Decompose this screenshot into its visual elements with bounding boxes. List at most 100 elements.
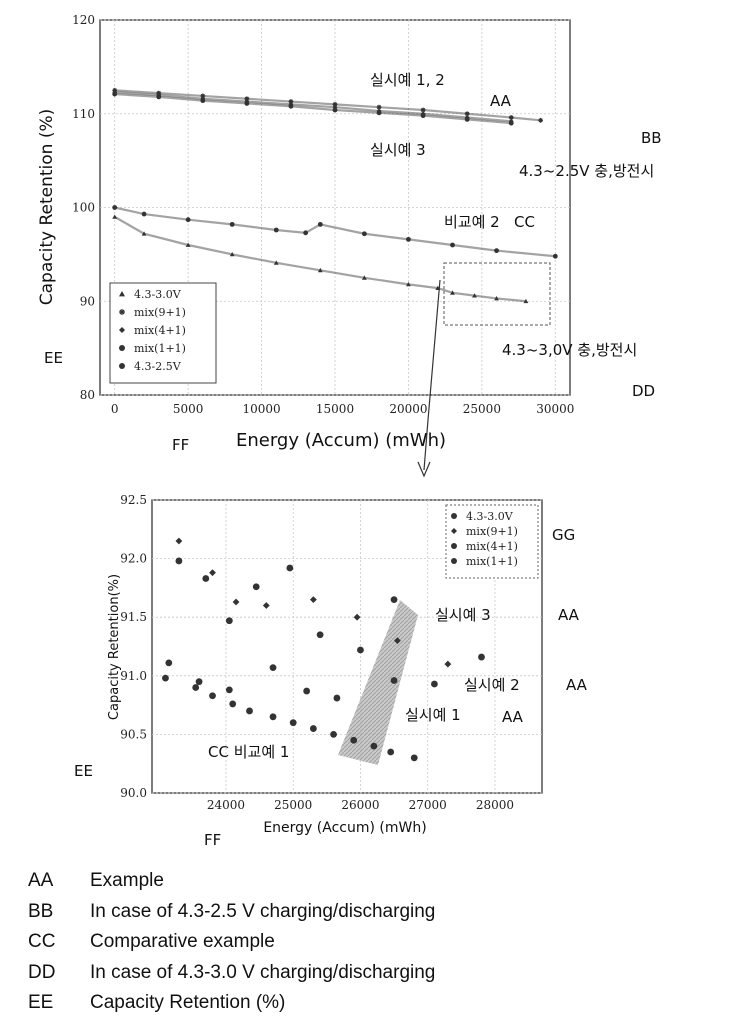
top-data-point	[317, 221, 323, 227]
bottom-legend-marker	[451, 513, 457, 519]
bottom-data-point	[162, 674, 169, 682]
top-data-point	[244, 101, 250, 106]
bottom-data-point	[478, 653, 485, 661]
annotation-bottom-example-3: 실시예 3	[435, 606, 491, 624]
bottom-data-point	[246, 707, 253, 715]
bottom-data-point	[333, 694, 341, 702]
bottom-data-point	[390, 596, 398, 604]
bottom-data-point	[195, 678, 203, 686]
top-data-point	[450, 290, 455, 295]
top-data-point	[508, 115, 514, 120]
top-legend-marker	[119, 345, 125, 351]
top-data-point	[288, 99, 294, 104]
legend-key-row: CC Comparative example	[28, 927, 628, 958]
legend-key-text: In case of 4.3-3.0 V charging/dischargin…	[90, 961, 436, 983]
bottom-series-layer	[162, 537, 485, 762]
top-y-tick-label: 110	[72, 107, 95, 121]
bottom-data-point	[269, 713, 277, 721]
top-data-point	[156, 94, 162, 100]
bottom-data-point	[394, 637, 401, 645]
top-x-tick-label: 20000	[389, 402, 427, 416]
top-data-point	[288, 103, 294, 109]
top-x-axis-label: Energy (Accum) (mWh)	[236, 430, 446, 451]
top-series-line	[114, 91, 512, 123]
bottom-data-point	[357, 646, 364, 654]
top-data-point	[420, 107, 426, 113]
annotation-bottom-comparative-1: CC 비교예 1	[208, 743, 289, 761]
bottom-y-axis-label: Capacity Retention(%)	[107, 574, 122, 720]
legend-key-code: DD	[28, 961, 56, 983]
bottom-data-point	[269, 664, 277, 671]
bottom-data-point	[165, 659, 173, 667]
bottom-y-tick-label: 90.0	[120, 786, 147, 800]
label-aa-bottom-2: AA	[566, 676, 588, 694]
label-aa-top: AA	[490, 92, 512, 110]
top-data-point	[494, 248, 499, 254]
bottom-y-tick-label: 91.5	[120, 610, 147, 624]
bottom-data-point	[209, 692, 216, 700]
label-aa-bottom-1: AA	[558, 606, 580, 624]
top-x-tick-label: 15000	[316, 402, 354, 416]
top-legend-marker	[119, 309, 125, 315]
top-y-tick-label: 100	[72, 201, 95, 215]
top-legend-marker	[119, 363, 125, 369]
top-data-point	[420, 113, 426, 119]
bottom-legend-marker	[451, 528, 457, 534]
legend-key-text: Comparative example	[90, 931, 275, 952]
zoom-pointer-line	[423, 279, 441, 471]
annotation-examples-1-2: 실시예 1, 2	[370, 71, 445, 89]
top-data-point	[464, 116, 470, 122]
top-data-point	[112, 205, 118, 210]
top-data-point	[332, 101, 338, 107]
legend-key-text: In case of 4.3-2.5 V charging/dischargin…	[90, 900, 436, 922]
top-legend-box	[109, 282, 217, 384]
top-data-point	[273, 260, 279, 265]
bottom-legend-label: mix(4+1)	[466, 540, 518, 553]
legend-key-code: AA	[28, 870, 54, 891]
top-legend-label: 4.3-3.0V	[134, 288, 182, 301]
bottom-data-point	[175, 557, 183, 565]
legend-key-code: BB	[28, 900, 54, 922]
top-series-4-3-3-0v	[112, 214, 529, 304]
bottom-data-point	[202, 575, 210, 582]
bottom-data-point	[252, 583, 260, 591]
bottom-data-point	[309, 725, 317, 732]
top-x-tick-label: 25000	[463, 402, 501, 416]
top-series-4-3-2-5v	[112, 205, 558, 259]
top-series-layer	[112, 87, 558, 304]
top-data-point	[406, 236, 411, 242]
top-data-point	[376, 110, 382, 116]
bottom-legend: 4.3-3.0V mix(9+1) mix(4+1) mix(1+1)	[445, 504, 539, 579]
top-data-point	[229, 251, 235, 257]
label-ff-top: FF	[172, 436, 189, 454]
legend-key-text: Example	[90, 870, 164, 891]
bottom-x-tick-label: 26000	[341, 798, 379, 812]
label-cc-top: CC	[514, 213, 535, 231]
label-bb: BB	[641, 129, 662, 147]
top-data-point	[450, 242, 455, 248]
top-data-point	[376, 104, 382, 110]
top-data-point	[361, 275, 367, 280]
top-data-point	[303, 230, 309, 236]
bottom-data-point	[229, 700, 237, 708]
top-data-point	[472, 293, 477, 298]
top-data-point	[538, 117, 544, 123]
legend-key: AA Example BB In case of 4.3-2.5 V charging…	[28, 866, 628, 1019]
bottom-data-point	[175, 537, 183, 545]
bottom-chart: 24000 25000 26000 27000 28000 90.0 90.5 91.0 91.…	[74, 493, 588, 849]
annotation-4-3-3-0v: 4.3~3,0V 충,방전시	[502, 341, 637, 359]
top-data-point	[229, 221, 235, 227]
bottom-data-point	[350, 736, 358, 744]
top-legend: 4.3-3.0V mix(9+1) mix(4+1) mix(1+1) 4.3-2.5V	[109, 282, 217, 384]
bottom-series-4-3-3-0v	[162, 674, 418, 762]
top-data-point	[185, 217, 191, 223]
legend-key-text: Capacity Retention (%)	[90, 992, 286, 1013]
bottom-x-tick-label: 24000	[207, 798, 245, 812]
top-data-point	[200, 93, 206, 99]
bottom-data-point	[232, 598, 240, 606]
bottom-data-point	[262, 602, 270, 609]
legend-key-code: EE	[28, 992, 54, 1013]
label-ee-top: EE	[44, 349, 63, 367]
bottom-data-point	[390, 677, 398, 684]
